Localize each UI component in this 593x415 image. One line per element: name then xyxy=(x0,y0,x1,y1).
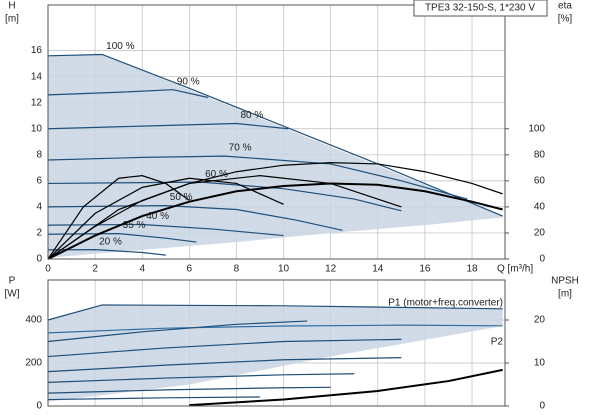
operating-range xyxy=(48,304,503,402)
y-axis-unit: [m] xyxy=(5,14,19,25)
y2-tick-label: 80 xyxy=(534,149,546,160)
x-tick-label: 12 xyxy=(325,264,337,275)
curve xyxy=(47,324,503,334)
x-tick-label: 4 xyxy=(139,264,145,275)
curve xyxy=(47,175,190,260)
curve xyxy=(47,304,503,321)
y-tick-label: 400 xyxy=(25,315,42,326)
curve-label: 70 % xyxy=(229,143,252,154)
y2-tick-label: 10 xyxy=(534,358,546,369)
x-axis-label: Q [m³/h] xyxy=(497,264,533,275)
curve-label: P2 xyxy=(491,336,504,347)
x-tick-label: 2 xyxy=(92,264,98,275)
curve xyxy=(189,368,503,407)
x-tick-label: 0 xyxy=(45,264,51,275)
x-tick-label: 14 xyxy=(372,264,384,275)
y-tick-label: 2 xyxy=(36,228,42,239)
y2-tick-label: 100 xyxy=(528,123,545,134)
curve-label: 20 % xyxy=(99,236,122,247)
y-tick-label: 10 xyxy=(31,123,43,134)
y2-tick-label: 20 xyxy=(534,228,546,239)
y-tick-label: 4 xyxy=(36,202,42,213)
curve xyxy=(47,175,402,260)
x-tick-label: 18 xyxy=(466,264,478,275)
y2-axis-label: NPSH xyxy=(551,276,579,287)
y-tick-label: 200 xyxy=(25,358,42,369)
plot-frame xyxy=(47,279,506,407)
chart-title: TPE3 32-150-S, 1*230 V xyxy=(425,3,535,14)
curve xyxy=(47,89,209,99)
plot-frame xyxy=(47,4,506,260)
y-tick-label: 8 xyxy=(36,149,42,160)
title-box xyxy=(413,0,548,17)
y-tick-label: 6 xyxy=(36,175,42,186)
curve xyxy=(47,122,289,130)
curve-label: 100 % xyxy=(106,41,134,52)
operating-range xyxy=(48,54,503,258)
curve xyxy=(47,357,402,373)
y2-tick-label: 60 xyxy=(534,175,546,186)
curve xyxy=(47,162,503,260)
y-axis-label: P xyxy=(9,276,16,287)
curve xyxy=(47,320,308,343)
y-tick-label: 0 xyxy=(36,401,42,412)
y2-axis-label: eta xyxy=(558,1,572,12)
y2-tick-label: 40 xyxy=(534,202,546,213)
curve xyxy=(47,223,284,237)
y2-tick-label: 0 xyxy=(539,254,545,265)
curve xyxy=(47,155,468,200)
curve xyxy=(47,249,166,256)
curve xyxy=(47,373,355,383)
curve-label: 35 % xyxy=(123,220,146,231)
y2-axis-unit: [%] xyxy=(558,14,573,25)
y-axis-label: H xyxy=(8,1,15,12)
y-tick-label: 0 xyxy=(36,254,42,265)
x-tick-label: 10 xyxy=(278,264,290,275)
x-tick-label: 6 xyxy=(187,264,193,275)
curve-label: 40 % xyxy=(146,211,169,222)
x-tick-label: 16 xyxy=(419,264,431,275)
curve xyxy=(47,53,503,217)
curve xyxy=(47,386,331,394)
curve xyxy=(47,338,402,358)
y2-tick-label: 20 xyxy=(534,315,546,326)
y2-axis-unit: [m] xyxy=(558,289,572,300)
x-tick-label: 8 xyxy=(234,264,240,275)
curve xyxy=(47,396,261,401)
curve-label: 90 % xyxy=(177,76,200,87)
curve xyxy=(47,181,402,212)
curve-label: 60 % xyxy=(205,169,228,180)
curve xyxy=(47,182,503,260)
y-axis-unit: [W] xyxy=(5,289,20,300)
y-tick-label: 14 xyxy=(31,71,43,82)
curve xyxy=(47,177,284,260)
y-tick-label: 16 xyxy=(31,45,43,56)
curve-label: 50 % xyxy=(170,192,193,203)
curve-label: 80 % xyxy=(240,110,263,121)
y-tick-label: 12 xyxy=(31,97,43,108)
y2-tick-label: 0 xyxy=(539,401,545,412)
curve-label: P1 (motor+freq.converter) xyxy=(388,297,503,308)
